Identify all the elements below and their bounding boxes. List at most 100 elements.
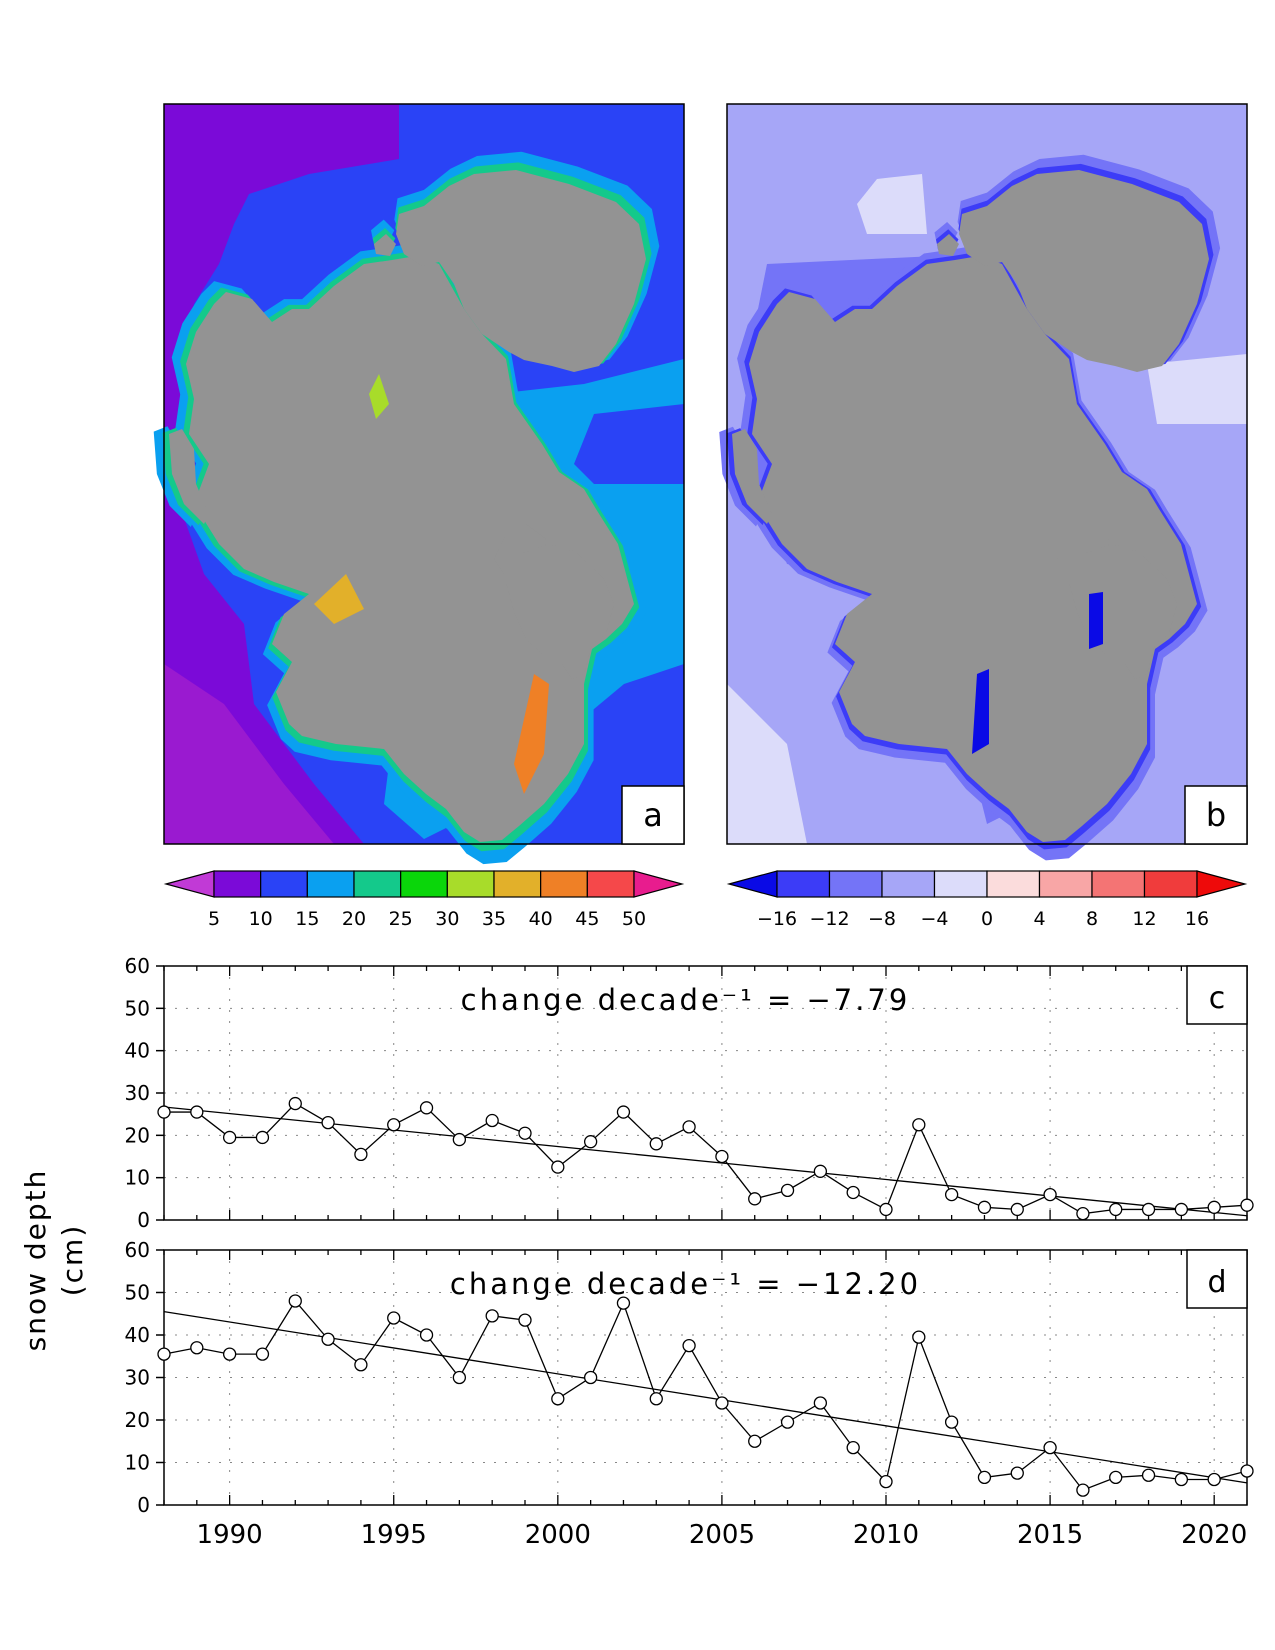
x-tick-label: 2020 [1181, 1520, 1247, 1550]
data-point [419, 1328, 434, 1342]
x-tick-label: 2005 [689, 1520, 755, 1550]
map-a-highlight [369, 374, 389, 419]
data-point [682, 1338, 696, 1353]
x-tick-label: 2015 [1017, 1520, 1083, 1550]
panel-label-box [1186, 965, 1248, 1025]
data-point [1076, 1483, 1090, 1497]
data-point [977, 1470, 992, 1485]
data-point [255, 1130, 270, 1145]
colorbar-box [776, 870, 831, 898]
data-point [1240, 1464, 1254, 1478]
colorbar-tick-label: −8 [868, 908, 896, 930]
y-tick-label: 30 [125, 1081, 150, 1105]
data-point [1043, 1440, 1057, 1455]
data-point [649, 1392, 663, 1406]
data-point [1010, 1202, 1024, 1217]
colorbar-box [540, 870, 588, 898]
data-point [288, 1294, 302, 1308]
data-point [1043, 1187, 1057, 1202]
colorbar-tick-label: −12 [809, 908, 849, 930]
panel-label: d [1207, 1265, 1226, 1300]
y-tick-label: 20 [125, 1123, 150, 1147]
map-panel-b: b [719, 103, 1248, 861]
y-tick-label: 40 [125, 1039, 150, 1063]
colorbar-tick-label: 45 [575, 908, 599, 930]
data-point [715, 1396, 729, 1410]
data-point [387, 1311, 401, 1325]
data-point [1174, 1472, 1189, 1487]
map-b-deep-patch [1089, 592, 1103, 649]
map-b-light-patch [727, 684, 807, 844]
colorbar-tick-label: 40 [529, 908, 553, 930]
colorbar-tick-label: 10 [249, 908, 273, 930]
colorbar-tick-label: −4 [920, 908, 948, 930]
data-point [190, 1105, 204, 1119]
colorbar-tick-label: 50 [622, 908, 646, 930]
data-point [1076, 1207, 1090, 1221]
y-tick-label: 60 [125, 1238, 150, 1262]
colorbar-box [493, 870, 542, 898]
data-point [387, 1118, 401, 1132]
colorbar-box [1038, 870, 1093, 898]
data-point [551, 1160, 565, 1174]
data-point [715, 1149, 729, 1164]
x-tick-label: 1990 [197, 1520, 263, 1550]
data-point [485, 1309, 499, 1323]
data-point [321, 1115, 335, 1130]
series-line [163, 1299, 1248, 1491]
y-tick-label: 60 [125, 954, 150, 978]
data-point [583, 1370, 598, 1385]
map-a-frame [163, 103, 685, 845]
trend-annotation: change decade⁻¹ = −12.20 [450, 1267, 921, 1301]
trend-line [163, 1106, 1248, 1217]
map-a-west-band-sw [164, 664, 334, 844]
data-point [879, 1474, 893, 1489]
data-point [288, 1096, 302, 1111]
data-point [1207, 1472, 1221, 1487]
map-a-west-band [164, 104, 399, 404]
map-b-deep-patch [972, 669, 989, 754]
colorbar-box [1091, 870, 1146, 898]
y-tick-label: 0 [137, 1208, 150, 1232]
colorbar-tick-label: 15 [295, 908, 319, 930]
map-b-frame [726, 103, 1248, 845]
line-chart-c: 0 10 20 30 40 50 60 change decade⁻¹ = −7.79 c [125, 954, 1254, 1232]
colorbar-tick-label: 5 [208, 908, 220, 930]
colorbar-extend-high [1196, 870, 1248, 898]
colorbar-box [586, 870, 635, 898]
data-point [419, 1101, 434, 1115]
data-point [1141, 1202, 1156, 1217]
trend-annotation: change decade⁻¹ = −7.79 [461, 983, 911, 1017]
y-tick-label: 50 [125, 1281, 150, 1305]
colorbar-box [353, 870, 402, 898]
data-point [813, 1164, 828, 1178]
data-point [944, 1415, 959, 1429]
colorbar-box [260, 870, 308, 898]
data-point [846, 1440, 860, 1455]
colorbar-extend-high [633, 870, 685, 898]
y-tick-label: 50 [125, 996, 150, 1020]
colorbar-tick-label: 8 [1086, 908, 1098, 930]
data-point [518, 1313, 532, 1327]
map-b-light-patch [1147, 354, 1247, 424]
colorbar-box [400, 870, 448, 898]
data-point [452, 1370, 467, 1385]
data-point [354, 1358, 368, 1372]
data-point [1207, 1200, 1221, 1214]
data-point [616, 1296, 631, 1310]
colorbar-extend-low [163, 870, 215, 898]
colorbar-tick-label: −16 [757, 908, 797, 930]
data-point [222, 1130, 237, 1145]
x-tick-label: 2000 [525, 1520, 591, 1550]
data-point [977, 1200, 992, 1214]
colorbar-box [986, 870, 1041, 898]
data-point [912, 1118, 926, 1132]
map-a-label: a [643, 796, 663, 834]
data-point [682, 1120, 696, 1134]
colorbar-box [881, 870, 936, 898]
colorbar-tick-label: 16 [1185, 908, 1209, 930]
x-tick-label: 2010 [853, 1520, 919, 1550]
y-tick-label: 20 [125, 1408, 150, 1432]
data-point [354, 1147, 368, 1162]
colorbar-extend-low [726, 870, 778, 898]
